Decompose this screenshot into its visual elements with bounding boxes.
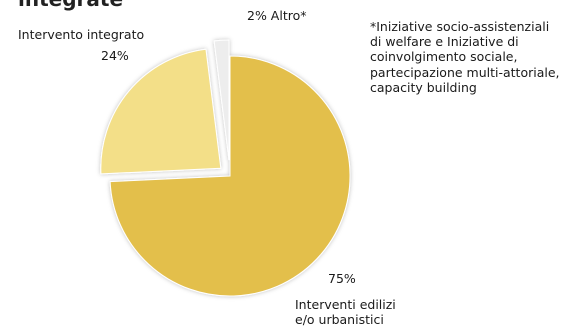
- footnote-altro: *Iniziative socio-assistenziali di welfa…: [370, 19, 560, 95]
- pie-slice-0: [109, 55, 351, 297]
- pie-slice-2: [213, 39, 230, 161]
- header-title-fragment: integrate: [0, 0, 210, 14]
- slice-pct-intervento-integrato: 24%: [101, 48, 129, 63]
- pie-slice-1: [100, 48, 222, 175]
- slice-label-intervento-integrato: Intervento integrato: [18, 27, 145, 42]
- slice-label-altro: 2% Altro*: [247, 8, 307, 23]
- slice-pct-interventi-edilizi: 75%: [328, 271, 356, 286]
- header-title-text: integrate: [18, 0, 123, 11]
- slice-label-interventi-edilizi: Interventi edilizi e/o urbanistici: [295, 297, 396, 327]
